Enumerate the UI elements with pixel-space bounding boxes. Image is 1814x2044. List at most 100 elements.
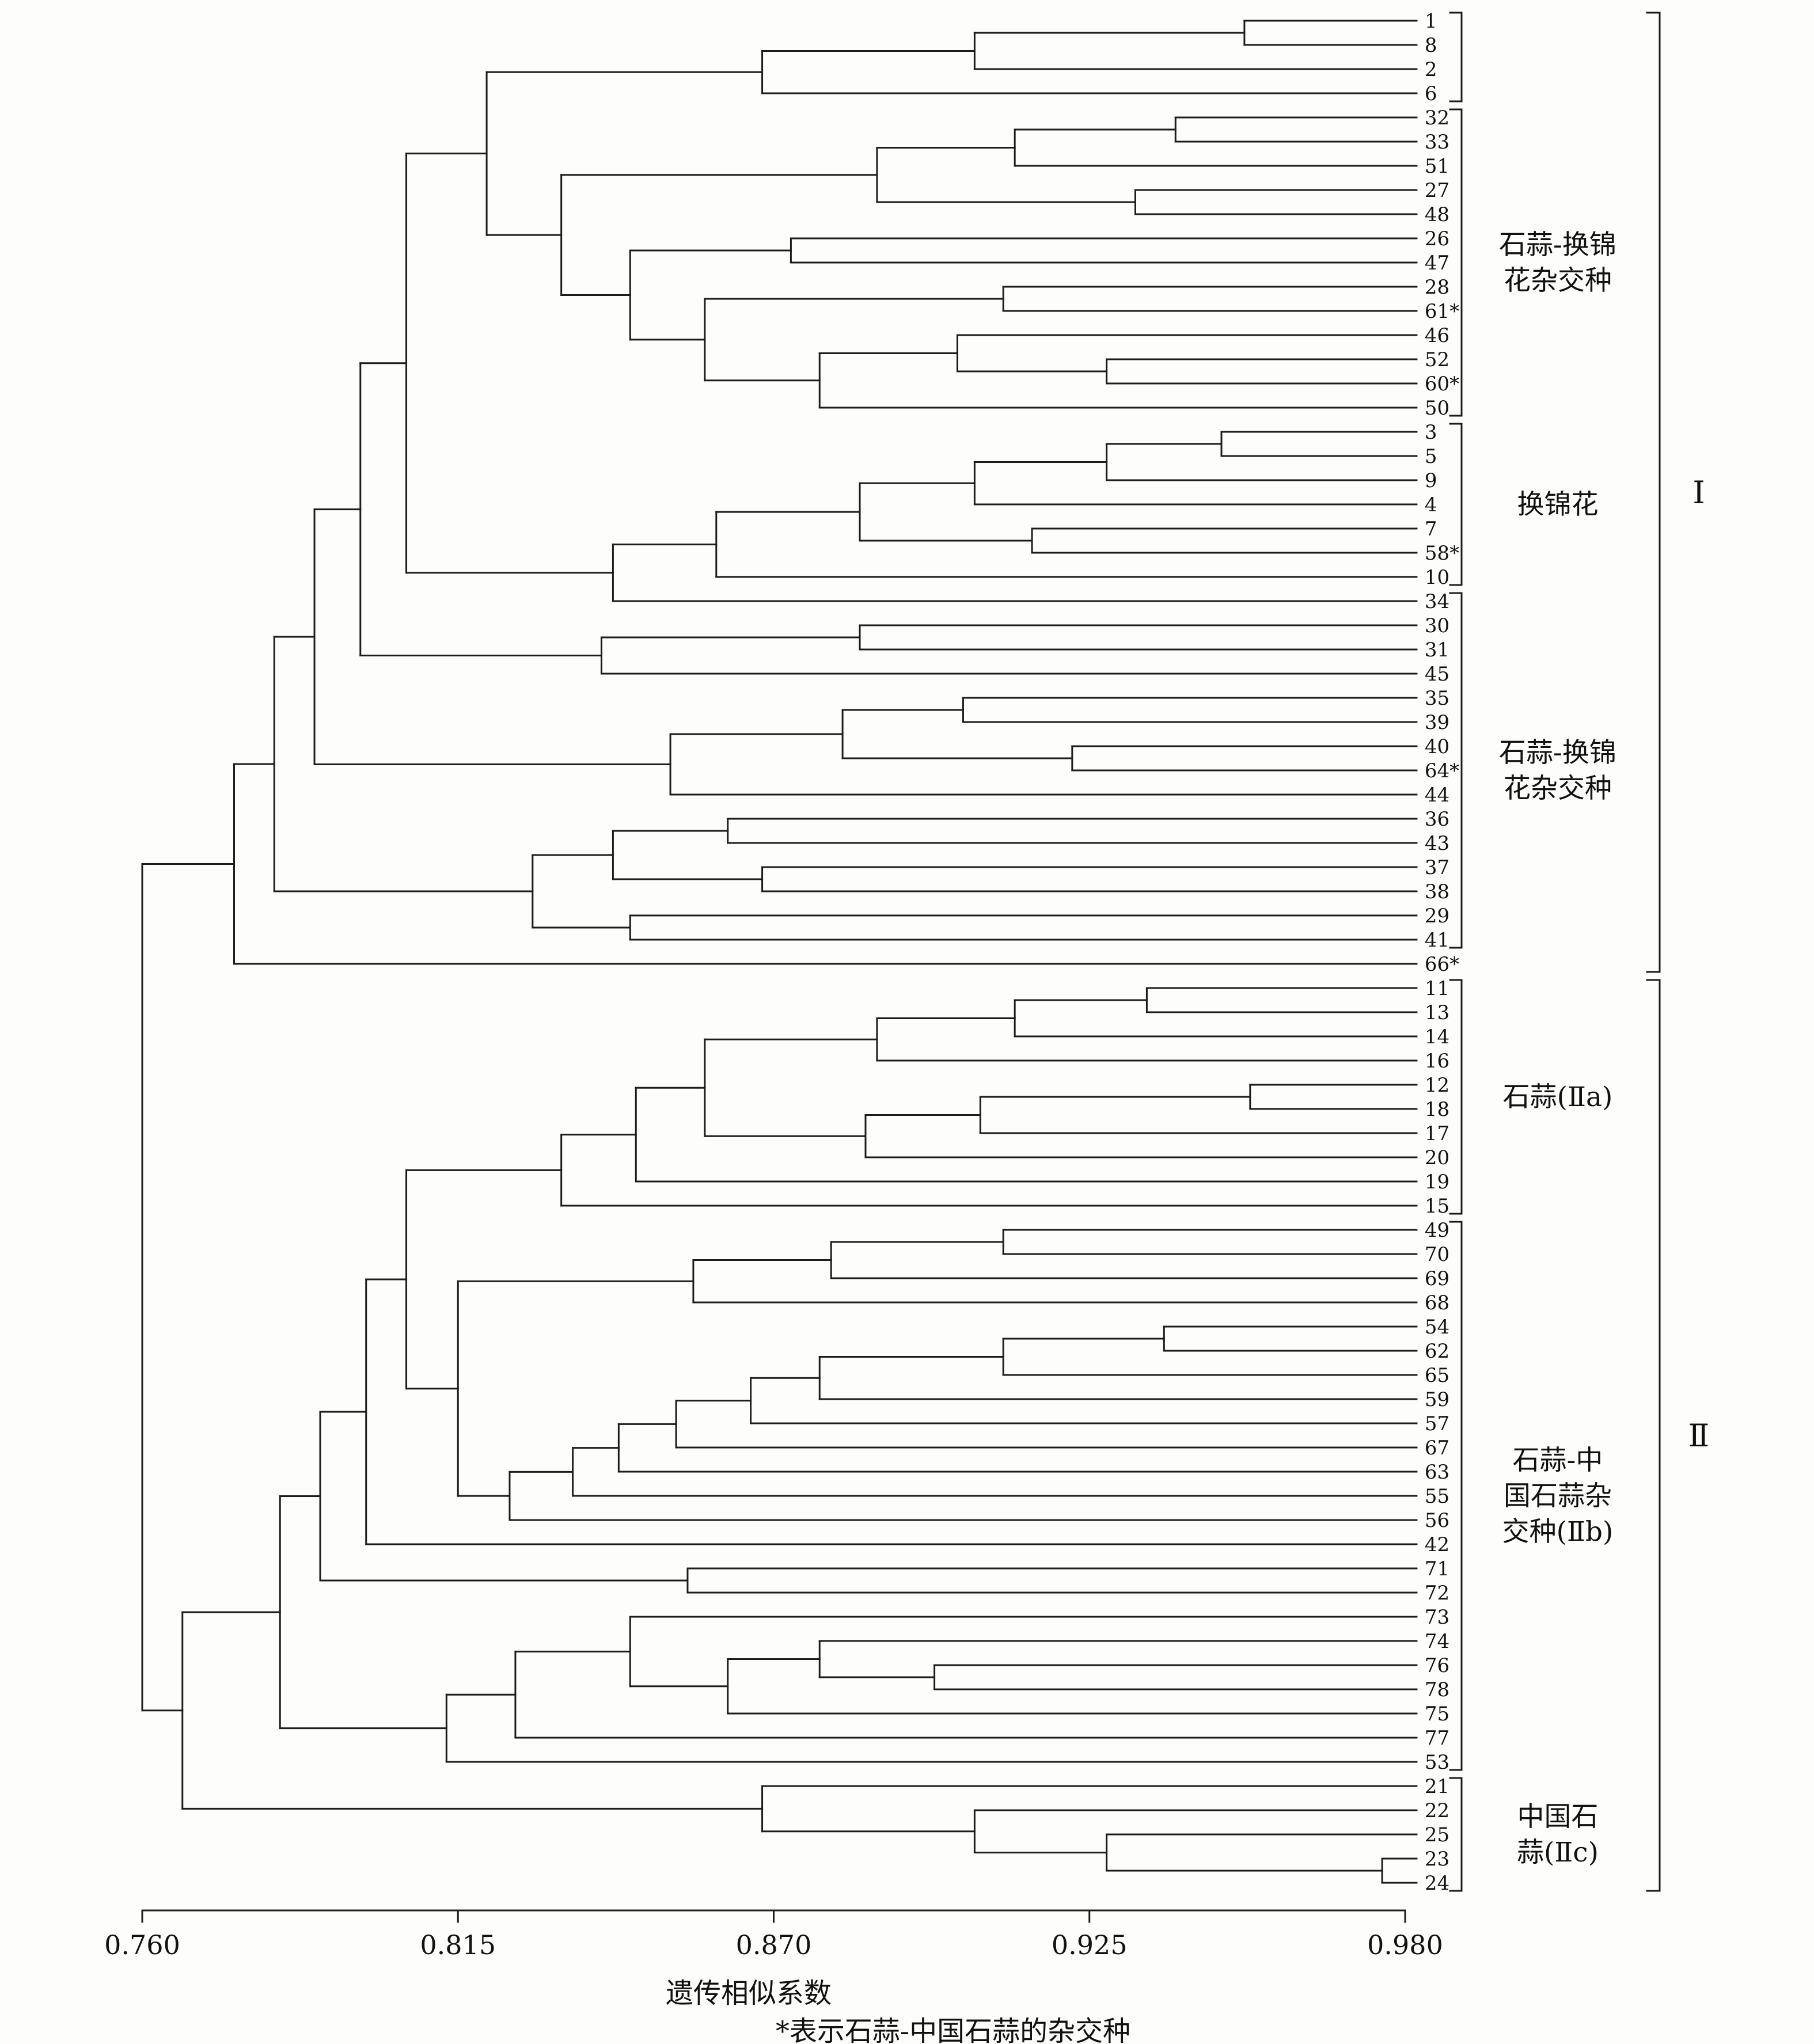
group-label: 中国石 bbox=[1517, 1801, 1599, 1833]
leaf-label: 35 bbox=[1425, 687, 1449, 710]
leaf-label: 75 bbox=[1425, 1703, 1449, 1726]
leaf-label: 60* bbox=[1425, 373, 1459, 396]
leaf-label: 3 bbox=[1425, 421, 1437, 444]
leaf-label: 37 bbox=[1425, 856, 1449, 879]
leaf-label: 23 bbox=[1425, 1848, 1449, 1871]
group-label: 蒜(Ⅱc) bbox=[1517, 1837, 1599, 1868]
leaf-label: 15 bbox=[1425, 1195, 1449, 1218]
leaf-label: 62 bbox=[1425, 1340, 1449, 1363]
leaf-label: 49 bbox=[1425, 1219, 1449, 1242]
leaf-label: 39 bbox=[1425, 711, 1449, 734]
leaf-label: 42 bbox=[1425, 1533, 1449, 1556]
group-bracket bbox=[1449, 592, 1463, 949]
leaf-label: 20 bbox=[1425, 1146, 1449, 1169]
leaf-label: 61* bbox=[1425, 300, 1459, 323]
leaf-label: 57 bbox=[1425, 1412, 1449, 1435]
leaf-label: 36 bbox=[1425, 808, 1449, 831]
leaf-label: 8 bbox=[1425, 34, 1437, 57]
leaf-label: 68 bbox=[1425, 1291, 1449, 1314]
leaf-label: 74 bbox=[1425, 1630, 1449, 1653]
leaf-label: 1 bbox=[1425, 10, 1437, 33]
dendrogram-svg: 1826323351274826472861*465260*503594758*… bbox=[104, 10, 1710, 1961]
leaf-label: 71 bbox=[1425, 1557, 1449, 1581]
leaf-label: 46 bbox=[1425, 324, 1449, 347]
group-label: 国石蒜杂 bbox=[1504, 1480, 1612, 1512]
axis-tick-label: 0.925 bbox=[1052, 1929, 1128, 1961]
leaf-label: 51 bbox=[1425, 155, 1449, 178]
group-label: 交种(Ⅱb) bbox=[1502, 1516, 1614, 1548]
leaf-label: 26 bbox=[1425, 227, 1449, 250]
leaf-label: 16 bbox=[1425, 1050, 1449, 1073]
leaf-label: 31 bbox=[1425, 639, 1449, 662]
major-group-label: Ⅱ bbox=[1688, 1418, 1710, 1454]
leaf-label: 34 bbox=[1425, 590, 1449, 613]
leaf-label: 32 bbox=[1425, 107, 1449, 130]
leaf-label: 9 bbox=[1425, 469, 1437, 492]
leaf-label: 55 bbox=[1425, 1485, 1449, 1508]
leaf-label: 54 bbox=[1425, 1316, 1449, 1339]
leaf-label: 22 bbox=[1425, 1799, 1449, 1822]
group-bracket bbox=[1449, 423, 1463, 586]
group-bracket bbox=[1449, 108, 1463, 417]
group-label: 换锦花 bbox=[1517, 489, 1599, 521]
group-bracket bbox=[1449, 12, 1463, 102]
leaf-label: 48 bbox=[1425, 203, 1449, 226]
axis-tick-label: 0.815 bbox=[420, 1929, 496, 1961]
leaf-label: 6 bbox=[1425, 82, 1437, 105]
leaf-label: 66* bbox=[1425, 953, 1459, 976]
major-group-bracket bbox=[1646, 12, 1661, 973]
leaf-label: 38 bbox=[1425, 880, 1449, 903]
leaf-label: 33 bbox=[1425, 131, 1449, 154]
group-label: 花杂交种 bbox=[1504, 265, 1612, 297]
leaf-label: 70 bbox=[1425, 1243, 1449, 1266]
leaf-label: 5 bbox=[1425, 445, 1437, 468]
leaf-label: 52 bbox=[1425, 348, 1449, 371]
leaf-label: 47 bbox=[1425, 252, 1449, 275]
leaf-label: 28 bbox=[1425, 276, 1449, 299]
group-label: 花杂交种 bbox=[1504, 773, 1612, 804]
leaf-label: 30 bbox=[1425, 614, 1449, 637]
leaf-label: 11 bbox=[1425, 977, 1449, 1000]
leaf-label: 69 bbox=[1425, 1267, 1449, 1290]
leaf-label: 65 bbox=[1425, 1364, 1449, 1387]
leaf-label: 21 bbox=[1425, 1775, 1449, 1798]
leaf-label: 58* bbox=[1425, 542, 1459, 565]
axis-tick-label: 0.980 bbox=[1367, 1929, 1443, 1961]
leaf-label: 7 bbox=[1425, 518, 1437, 541]
leaf-label: 40 bbox=[1425, 735, 1449, 758]
group-label: 石蒜-中 bbox=[1513, 1445, 1603, 1476]
group-bracket bbox=[1449, 1777, 1463, 1892]
leaf-label: 43 bbox=[1425, 832, 1449, 855]
group-label: 石蒜(Ⅱa) bbox=[1503, 1081, 1613, 1113]
x-axis-title: 遗传相似系数 bbox=[665, 1977, 832, 2009]
leaf-label: 17 bbox=[1425, 1122, 1449, 1145]
major-group-bracket bbox=[1646, 979, 1661, 1892]
leaf-label: 53 bbox=[1425, 1751, 1449, 1774]
leaf-label: 10 bbox=[1425, 566, 1449, 589]
leaf-label: 12 bbox=[1425, 1074, 1449, 1097]
leaf-label: 63 bbox=[1425, 1461, 1449, 1484]
leaf-label: 67 bbox=[1425, 1437, 1449, 1460]
leaf-label: 76 bbox=[1425, 1654, 1449, 1677]
leaf-label: 59 bbox=[1425, 1388, 1449, 1411]
leaf-label: 13 bbox=[1425, 1001, 1449, 1024]
leaf-label: 73 bbox=[1425, 1606, 1449, 1629]
leaf-label: 78 bbox=[1425, 1678, 1449, 1701]
leaf-label: 14 bbox=[1425, 1025, 1449, 1048]
group-label: 石蒜-换锦 bbox=[1499, 737, 1616, 769]
leaf-label: 50 bbox=[1425, 397, 1449, 420]
leaf-label: 27 bbox=[1425, 179, 1449, 202]
leaf-label: 64* bbox=[1425, 759, 1459, 782]
leaf-label: 29 bbox=[1425, 905, 1449, 928]
leaf-label: 41 bbox=[1425, 929, 1449, 952]
leaf-label: 19 bbox=[1425, 1171, 1449, 1194]
leaf-label: 77 bbox=[1425, 1727, 1449, 1750]
group-bracket bbox=[1449, 979, 1463, 1215]
leaf-label: 56 bbox=[1425, 1509, 1449, 1532]
footnote: *表示石蒜-中国石蒜的杂交种 bbox=[775, 2015, 1131, 2044]
leaf-label: 45 bbox=[1425, 663, 1449, 686]
leaf-label: 18 bbox=[1425, 1098, 1449, 1121]
axis-tick-label: 0.870 bbox=[736, 1929, 812, 1961]
leaf-label: 25 bbox=[1425, 1823, 1449, 1847]
